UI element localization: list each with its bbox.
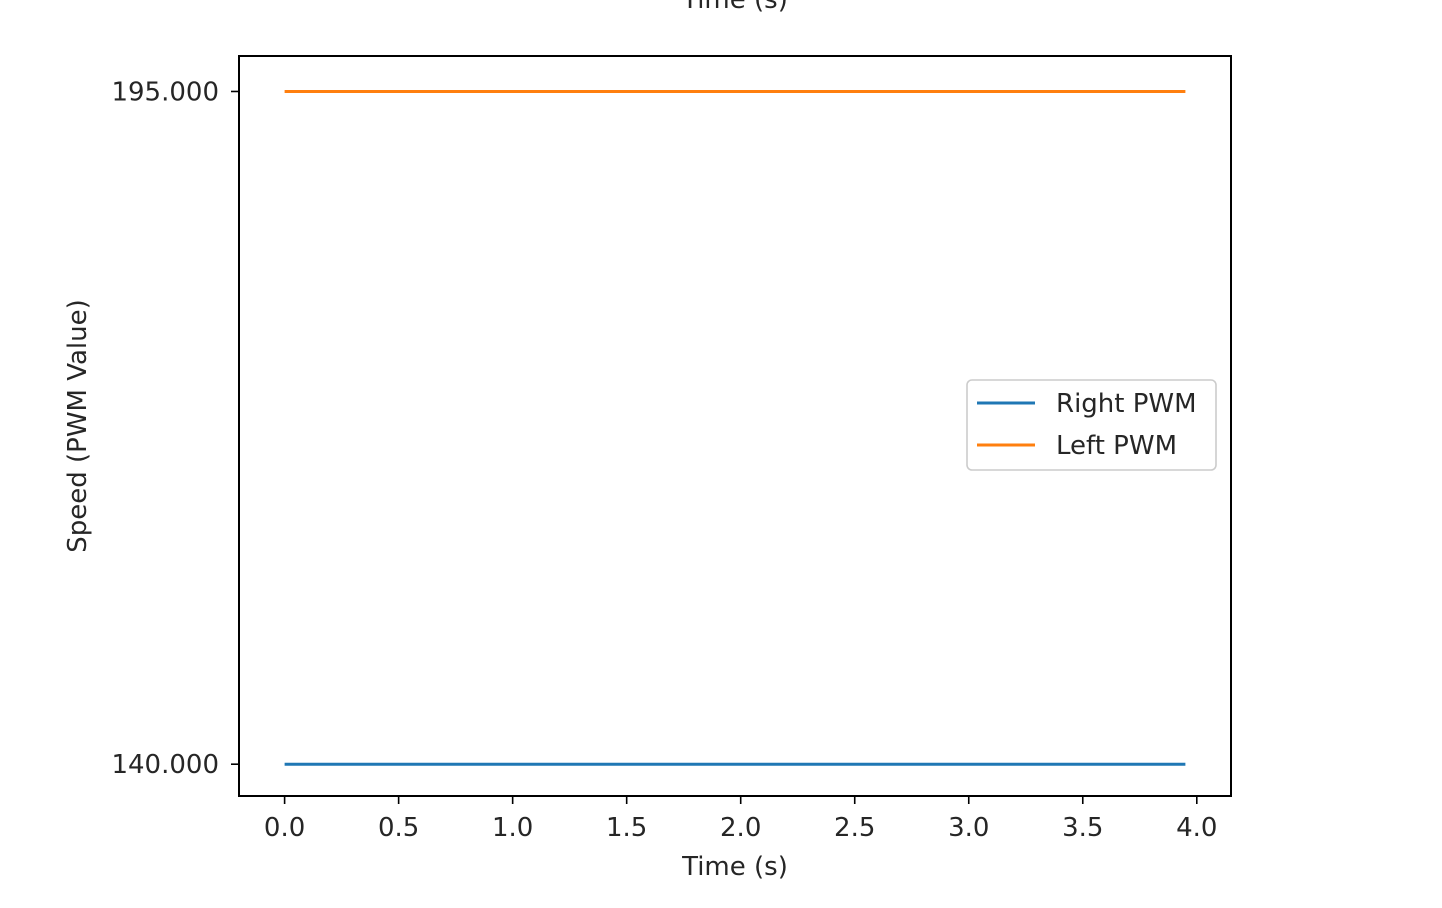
y-tick-label: 140.000: [111, 750, 219, 780]
x-tick-label: 4.0: [1176, 813, 1217, 843]
y-axis-label: Speed (PWM Value): [63, 299, 93, 553]
series-layer: [284, 89, 1186, 766]
y-tick-label: 195.000: [111, 77, 219, 107]
x-tick-label: 3.0: [948, 813, 989, 843]
x-axis-label: Time (s): [681, 852, 788, 882]
x-tick-label: 1.0: [492, 813, 533, 843]
x-tick-label: 0.0: [264, 813, 305, 843]
y-axis: 140.000 195.000: [111, 77, 239, 780]
legend-label: Right PWM: [1056, 389, 1197, 419]
plot-frame: [238, 55, 1232, 797]
x-tick-label: 1.5: [606, 813, 647, 843]
legend-label: Left PWM: [1056, 431, 1177, 461]
x-tick-label: 3.5: [1062, 813, 1103, 843]
x-tick-label: 0.5: [378, 813, 419, 843]
x-tick-label: 2.5: [834, 813, 875, 843]
chart-title: Time (s): [681, 0, 788, 15]
plot-area: [238, 55, 1232, 797]
x-axis: 0.0 0.5 1.0 1.5 2.0 2.5 3.0 3.5 4.0: [264, 796, 1217, 843]
x-tick-label: 2.0: [720, 813, 761, 843]
legend: Right PWM Left PWM: [966, 379, 1217, 471]
